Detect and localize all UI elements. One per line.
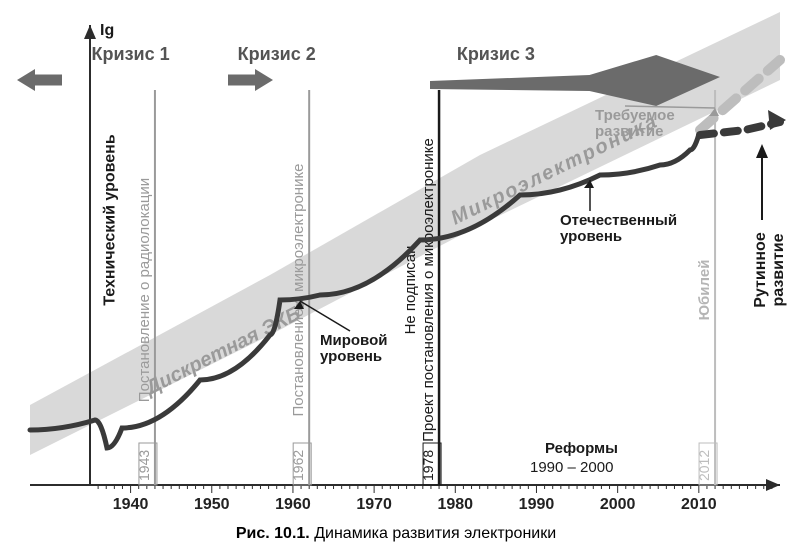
x-tick-label: 2000: [600, 496, 636, 513]
annotation-domestic: Отечественный: [560, 212, 677, 229]
routine-up-arrow-tip: [756, 144, 768, 158]
crisis-label: Кризис 2: [238, 44, 316, 64]
x-axis-arrow: [766, 479, 780, 491]
event-vertical-label: Постановление о микроэлектронике: [290, 163, 307, 416]
caption-prefix: Рис. 10.1.: [236, 525, 310, 542]
routine-vertical-label: Рутинное: [752, 232, 769, 308]
routine-dashed-arrow: [768, 110, 786, 130]
event-year: 2012: [696, 450, 712, 481]
x-tick-label: 1970: [356, 496, 392, 513]
crisis-arrow: [228, 69, 273, 91]
crisis-label: Кризис 3: [457, 44, 535, 64]
event-year: 1962: [290, 450, 306, 481]
reforms-label: Реформы: [545, 440, 618, 457]
event-vertical-label: Проект постановления о микроэлектронике: [420, 138, 437, 442]
crisis-arrow: [17, 69, 62, 91]
caption-text: Динамика развития электроники: [314, 525, 556, 542]
annotation-world: Мировой: [320, 332, 387, 349]
routine-vertical-label: развитие: [770, 233, 787, 306]
annotation-required: Требуемое: [595, 107, 675, 124]
event-year: 1978: [420, 450, 436, 481]
x-tick-label: 1950: [194, 496, 230, 513]
y-axis-label: Ig: [100, 22, 114, 39]
reforms-years: 1990 – 2000: [530, 459, 613, 476]
annotation-required: развитие: [595, 123, 664, 140]
event-vertical-label: Постановление о радиолокации: [136, 178, 153, 402]
y-axis-arrow: [84, 25, 96, 39]
x-tick-label: 2010: [681, 496, 717, 513]
annotation-world: уровень: [320, 348, 382, 365]
figure-caption: Рис. 10.1. Динамика развития электроники: [0, 525, 792, 543]
tech-level-label: Технический уровень: [101, 134, 118, 305]
chart-svg: Дискретная ЭКБМикроэлектроникаIg19401950…: [0, 0, 792, 555]
x-tick-label: 1940: [113, 496, 149, 513]
event-vertical-label: Юбилей: [696, 260, 713, 321]
figure-container: Дискретная ЭКБМикроэлектроникаIg19401950…: [0, 0, 792, 555]
x-tick-label: 1960: [275, 496, 311, 513]
event-year: 1943: [136, 450, 152, 481]
crisis-label: Кризис 1: [92, 44, 170, 64]
x-tick-label: 1990: [519, 496, 555, 513]
annotation-domestic: уровень: [560, 228, 622, 245]
x-tick-label: 1980: [437, 496, 473, 513]
